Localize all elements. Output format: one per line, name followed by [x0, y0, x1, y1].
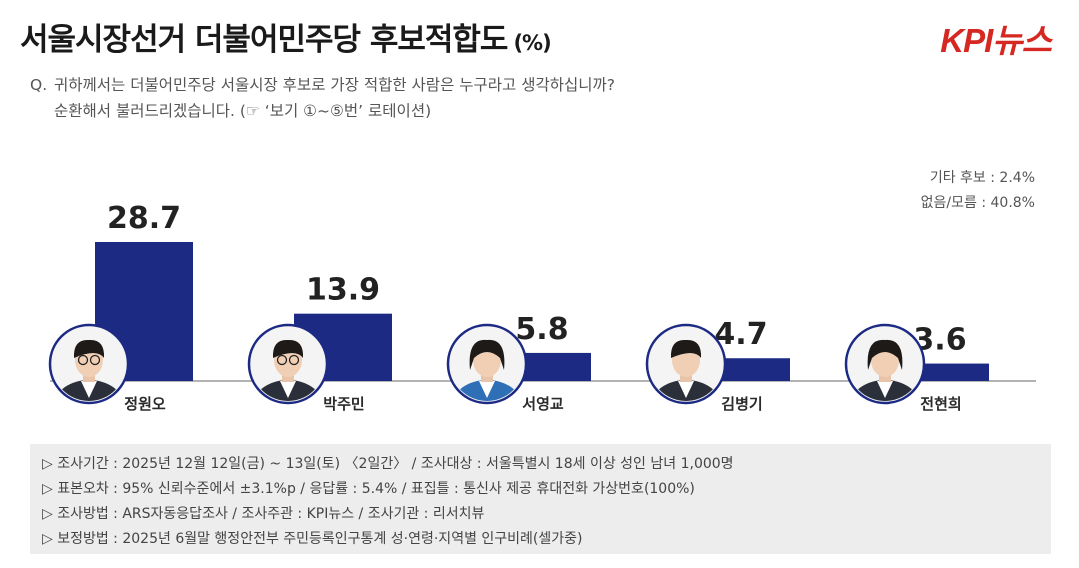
- survey-question: Q. 귀하께서는 더불어민주당 서울시장 후보로 가장 적합한 사람은 누구라고 …: [30, 72, 1030, 124]
- method-error: ▷ 표본오차 : 95% 신뢰수준에서 ±3.1%p / 응답률 : 5.4% …: [42, 481, 695, 497]
- other-candidates-note: 기타 후보 : 2.4%: [929, 170, 1035, 186]
- title-unit: (%): [513, 31, 551, 55]
- candidate-photo-1: [48, 323, 130, 405]
- candidate-photo-5: [844, 323, 926, 405]
- candidate-name-5: 전현희: [920, 395, 961, 413]
- candidate-name-1: 정원오: [124, 395, 166, 413]
- question-line-2: 순환해서 불러드리겠습니다. (☞ ‘보기 ①~⑤번’ 로테이션): [54, 102, 432, 120]
- candidate-name-4: 김병기: [721, 395, 762, 413]
- value-label-1: 28.7: [107, 201, 181, 236]
- value-label-4: 4.7: [714, 317, 767, 352]
- candidate-name-2: 박주민: [323, 395, 364, 413]
- candidate-photo-2: [247, 323, 329, 405]
- title-text: 서울시장선거 더불어민주당 후보적합도: [20, 22, 508, 58]
- method-weighting: ▷ 보정방법 : 2025년 6월말 행정안전부 주민등록인구통계 성·연령·지…: [42, 531, 583, 547]
- question-label: Q.: [30, 76, 48, 94]
- candidate-photo-4: [645, 323, 727, 405]
- chart-title: 서울시장선거 더불어민주당 후보적합도 (%): [20, 14, 552, 59]
- method-period: ▷ 조사기간 : 2025년 12월 12일(금) ~ 13일(토) 〈2일간〉…: [42, 456, 734, 472]
- value-label-2: 13.9: [306, 273, 380, 308]
- methodology-box: ▷ 조사기간 : 2025년 12월 12일(금) ~ 13일(토) 〈2일간〉…: [30, 444, 1051, 554]
- kpi-news-logo: KPI뉴스: [940, 22, 1052, 59]
- candidate-name-3: 서영교: [522, 395, 564, 413]
- candidate-photo-3: [446, 323, 528, 405]
- method-mode: ▷ 조사방법 : ARS자동응답조사 / 조사주관 : KPI뉴스 / 조사기관…: [42, 506, 485, 522]
- side-notes: 기타 후보 : 2.4% 없음/모름 : 40.8%: [921, 166, 1035, 216]
- value-label-3: 5.8: [515, 312, 568, 347]
- question-line-1: 귀하께서는 더불어민주당 서울시장 후보로 가장 적합한 사람은 누구라고 생각…: [54, 76, 616, 94]
- none-unknown-note: 없음/모름 : 40.8%: [920, 195, 1035, 211]
